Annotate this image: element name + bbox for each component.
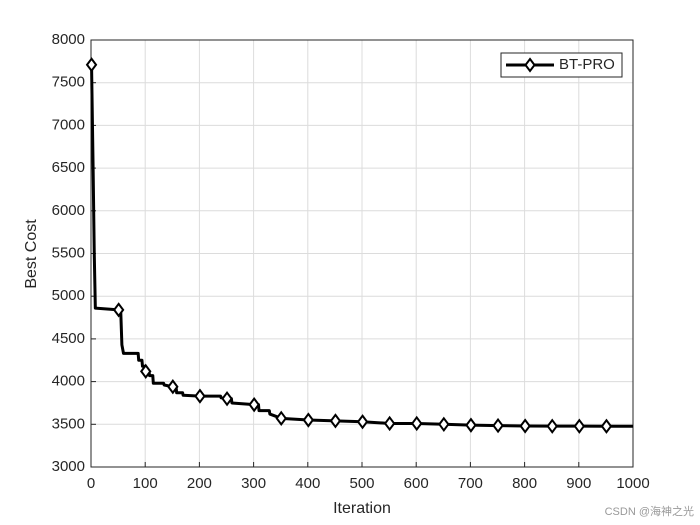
watermark: CSDN @海神之光 (605, 504, 694, 518)
marker (85, 57, 98, 73)
x-tick-label: 100 (133, 475, 158, 492)
marker (573, 418, 586, 434)
marker (248, 396, 260, 413)
x-tick-label: 700 (458, 475, 483, 492)
marker (194, 388, 206, 404)
y-tick-label: 6500 (52, 159, 85, 176)
y-axis-label: Best Cost (23, 219, 40, 289)
x-axis-label: Iteration (333, 500, 391, 517)
x-tick-label: 1000 (616, 475, 649, 492)
marker (221, 391, 233, 407)
y-tick-label: 3500 (52, 415, 85, 432)
y-tick-label: 5000 (52, 287, 85, 304)
x-tick-label: 500 (349, 475, 374, 492)
x-tick-label: 400 (295, 475, 320, 492)
y-tick-label: 6000 (52, 202, 85, 219)
x-tick-label: 600 (404, 475, 429, 492)
x-tick-label: 900 (566, 475, 591, 492)
marker (492, 417, 504, 434)
x-tick-label: 300 (241, 475, 266, 492)
marker (546, 418, 558, 434)
x-tick-label: 200 (187, 475, 212, 492)
marker (383, 415, 396, 432)
marker (167, 379, 179, 395)
legend-label: BT-PRO (559, 56, 615, 73)
marker (329, 413, 342, 429)
marker (139, 363, 152, 380)
x-tick-label: 0 (87, 475, 95, 492)
marker (519, 418, 531, 434)
marker (600, 418, 613, 434)
marker (275, 410, 287, 426)
marker (112, 302, 125, 318)
x-tick-label: 800 (512, 475, 537, 492)
y-tick-label: 7000 (52, 116, 85, 133)
y-tick-label: 5500 (52, 244, 85, 261)
marker (465, 417, 477, 433)
plot-frame (90, 39, 634, 468)
marker (438, 416, 450, 432)
y-tick-label: 3000 (52, 458, 85, 475)
marker (302, 412, 315, 428)
y-tick-label: 4000 (52, 373, 85, 390)
marker (410, 415, 423, 432)
y-tick-label: 4500 (52, 330, 85, 347)
legend-marker (524, 57, 536, 73)
marker (356, 414, 369, 430)
y-tick-label: 7500 (52, 74, 85, 91)
y-tick-label: 8000 (52, 31, 85, 48)
